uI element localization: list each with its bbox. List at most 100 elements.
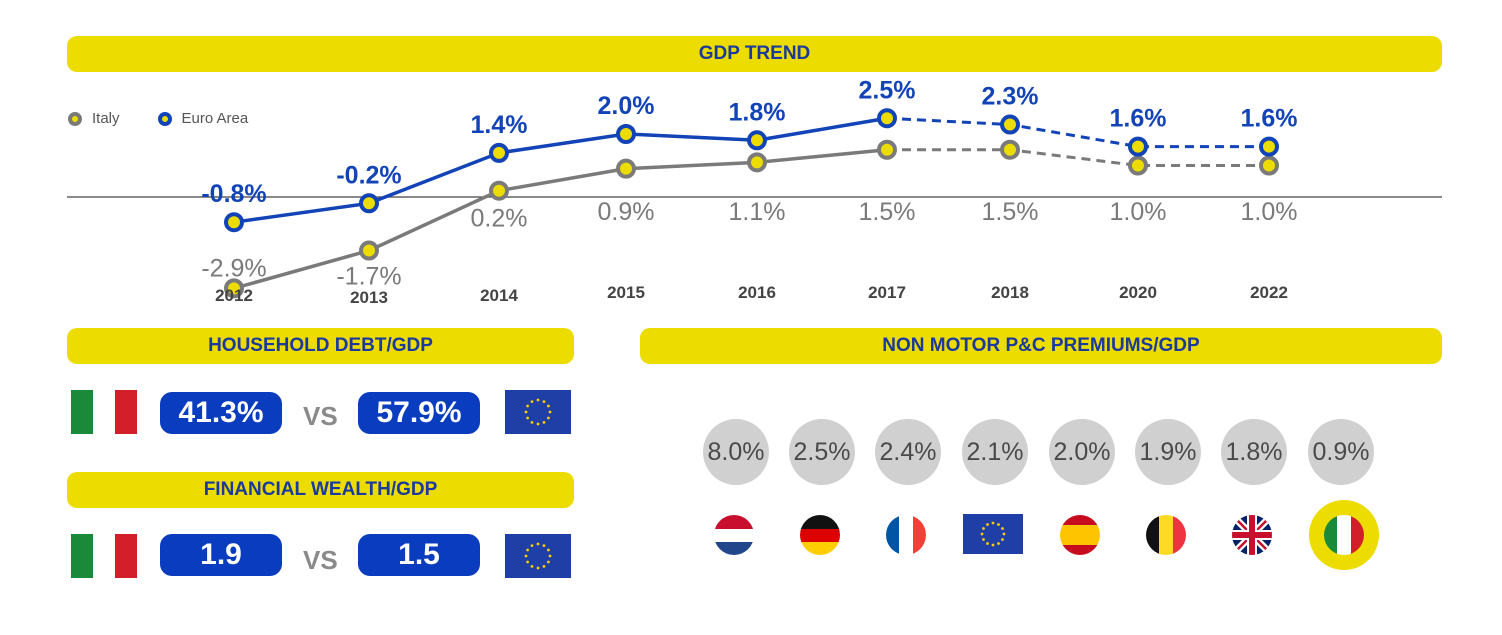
eu-star <box>546 548 550 552</box>
eu-star <box>536 422 540 426</box>
data-point <box>359 240 379 261</box>
data-point <box>224 212 244 233</box>
netherlands-flag-icon <box>714 515 754 555</box>
data-label: 1.5% <box>982 198 1039 226</box>
eu-star <box>542 544 546 548</box>
x-tick-label: 2017 <box>868 283 906 302</box>
data-label: 2.0% <box>598 92 655 120</box>
x-tick-label: 2022 <box>1250 283 1288 302</box>
eu-star <box>980 532 984 536</box>
union-jack-icon <box>1232 515 1272 555</box>
data-label: -1.7% <box>336 263 401 291</box>
eu-star <box>991 521 995 525</box>
eu-star <box>986 542 989 545</box>
eu-flag <box>505 390 571 434</box>
financial-wealth-euro-value: 1.5 <box>358 534 480 576</box>
series-forecast-line-euro <box>886 116 1269 149</box>
data-point <box>877 108 897 129</box>
eu-star <box>548 554 552 558</box>
household-debt-italy-value: 41.3% <box>160 392 282 434</box>
eu-flag-icon <box>963 514 1023 554</box>
eu-star <box>526 404 530 408</box>
germany-flag-icon <box>800 515 840 555</box>
premium-belgium-value: 1.9% <box>1135 419 1201 485</box>
data-point <box>747 152 767 173</box>
household-debt-euro-value: 57.9% <box>358 392 480 434</box>
eu-star <box>546 416 550 420</box>
data-label: 1.6% <box>1110 105 1167 133</box>
spain-flag-icon <box>1060 515 1100 555</box>
financial-wealth-italy-value: 1.9 <box>160 534 282 576</box>
eu-star <box>524 410 528 414</box>
data-label: 2.3% <box>982 83 1039 111</box>
premium-uk-value: 1.8% <box>1221 419 1287 485</box>
eu-stars-icon <box>980 521 1006 547</box>
eu-star <box>530 400 534 404</box>
eu-star <box>526 416 530 420</box>
premium-germany-value: 2.5% <box>789 419 855 485</box>
eu-star <box>536 398 540 402</box>
eu-star <box>530 420 534 424</box>
eu-star <box>542 564 546 568</box>
eu-star <box>997 523 1000 526</box>
series-line-italy <box>233 148 888 291</box>
legend-italy-label: Italy <box>92 110 120 127</box>
data-label: 1.1% <box>729 198 786 226</box>
data-point <box>1259 136 1279 157</box>
legend-euro-label: Euro Area <box>181 110 249 127</box>
data-label: 1.5% <box>859 198 916 226</box>
data-label: -0.8% <box>201 180 266 208</box>
data-label: -0.2% <box>336 161 401 189</box>
eu-star <box>542 420 546 424</box>
eu-star <box>546 404 550 408</box>
x-tick-label: 2015 <box>607 283 645 302</box>
data-label: -2.9% <box>201 254 266 282</box>
italy-flag <box>71 534 137 578</box>
eu-star <box>986 523 989 526</box>
eu-star <box>530 544 534 548</box>
chart-legend: Italy Euro Area <box>68 110 248 127</box>
premium-france-value: 2.4% <box>875 419 941 485</box>
data-label: 0.9% <box>598 198 655 226</box>
wealth-vs-label: VS <box>303 545 338 575</box>
data-point <box>1000 139 1020 160</box>
data-point <box>616 158 636 179</box>
eu-star <box>536 566 540 570</box>
household-debt-banner: HOUSEHOLD DEBT/GDP <box>67 328 574 364</box>
eu-stars-icon <box>524 398 552 426</box>
eu-star <box>1002 532 1006 536</box>
data-point <box>489 180 509 201</box>
data-point <box>1259 155 1279 176</box>
legend-euro-marker <box>157 111 172 126</box>
data-label: 1.0% <box>1110 198 1167 226</box>
premium-italy-value: 0.9% <box>1308 419 1374 485</box>
series-forecast-line-italy <box>887 148 1269 167</box>
x-tick-label: 2013 <box>350 288 388 307</box>
eu-star <box>982 527 985 530</box>
x-tick-label: 2020 <box>1119 283 1157 302</box>
x-tick-label: 2014 <box>480 286 518 305</box>
france-flag-icon <box>886 515 926 555</box>
data-label: 0.2% <box>471 205 528 233</box>
x-tick-label: 2016 <box>738 283 776 302</box>
financial-wealth-banner: FINANCIAL WEALTH/GDP <box>67 472 574 508</box>
x-tick-label: 2018 <box>991 283 1029 302</box>
eu-star <box>997 542 1000 545</box>
eu-star <box>982 538 985 541</box>
data-point <box>1000 114 1020 135</box>
household-vs-label: VS <box>303 401 338 431</box>
data-point <box>1128 155 1148 176</box>
eu-star <box>526 560 530 564</box>
premium-netherlands-value: 8.0% <box>703 419 769 485</box>
premium-spain-value: 2.0% <box>1049 419 1115 485</box>
gdp-trend-banner: GDP TREND <box>67 36 1442 72</box>
eu-star <box>526 548 530 552</box>
data-point <box>489 142 509 163</box>
series-line-euro <box>233 116 888 224</box>
data-point <box>616 124 636 144</box>
eu-star <box>548 410 552 414</box>
data-label: 1.6% <box>1241 105 1298 133</box>
legend-italy-marker <box>68 111 82 126</box>
x-tick-label: 2012 <box>215 286 253 305</box>
italy-flag-icon <box>1324 515 1364 555</box>
